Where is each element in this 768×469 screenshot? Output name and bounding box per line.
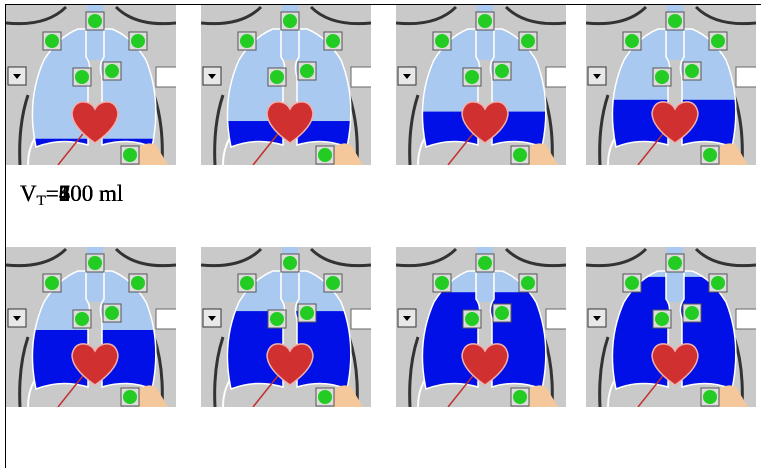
electrode <box>105 306 119 320</box>
electrode <box>625 276 639 290</box>
electrode <box>685 306 699 320</box>
electrode <box>495 64 509 78</box>
electrode <box>88 14 102 28</box>
text-box <box>351 309 371 329</box>
electrode <box>300 64 314 78</box>
electrode <box>75 70 89 84</box>
electrode <box>513 390 527 404</box>
lung-illustration <box>586 5 756 165</box>
lung-illustration <box>6 5 176 165</box>
electrode <box>711 276 725 290</box>
table-cell: VT=600 ml <box>201 247 396 469</box>
electrode <box>131 276 145 290</box>
electrode <box>240 34 254 48</box>
text-box <box>546 67 566 87</box>
electrode <box>668 14 682 28</box>
electrode <box>318 390 332 404</box>
lung-illustration <box>6 247 176 407</box>
electrode <box>131 34 145 48</box>
electrode <box>625 34 639 48</box>
symbol: V <box>20 181 37 206</box>
text-box <box>351 67 371 87</box>
electrode <box>655 312 669 326</box>
electrode <box>478 14 492 28</box>
table-cell: VT=800 ml <box>586 247 762 469</box>
electrode <box>270 70 284 84</box>
electrode <box>105 64 119 78</box>
electrode <box>45 34 59 48</box>
table-cell: VT=500 ml <box>6 247 201 469</box>
value-text: =800 ml <box>46 181 124 206</box>
electrode <box>123 390 137 404</box>
volume-label: VT=800 ml <box>20 181 123 210</box>
electrode <box>703 148 717 162</box>
electrode <box>521 34 535 48</box>
lung-illustration <box>201 247 371 407</box>
electrode <box>703 390 717 404</box>
text-box <box>546 309 566 329</box>
lung-illustration <box>586 247 756 407</box>
text-box <box>736 309 756 329</box>
electrode <box>326 276 340 290</box>
electrode <box>685 64 699 78</box>
lung-illustration <box>396 5 566 165</box>
electrode <box>711 34 725 48</box>
electrode <box>123 148 137 162</box>
electrode <box>521 276 535 290</box>
electrode <box>513 148 527 162</box>
electrode <box>478 256 492 270</box>
subscript: T <box>37 193 46 209</box>
table-cell: VT=400 ml <box>586 5 762 247</box>
electrode <box>318 148 332 162</box>
table-cell: VT=200 ml <box>201 5 396 247</box>
electrode <box>465 70 479 84</box>
lung-illustration <box>396 247 566 407</box>
electrode <box>270 312 284 326</box>
electrode <box>75 312 89 326</box>
electrode <box>45 276 59 290</box>
table-cell: VT=700 ml <box>396 247 586 469</box>
text-box <box>156 67 176 87</box>
text-box <box>156 309 176 329</box>
electrode <box>240 276 254 290</box>
text-box <box>736 67 756 87</box>
lung-illustration <box>201 5 371 165</box>
table-cell: VT=300 ml <box>396 5 586 247</box>
electrode <box>283 256 297 270</box>
electrode <box>435 276 449 290</box>
table-cell: VT=100 ml <box>6 5 201 247</box>
electrode <box>326 34 340 48</box>
electrode <box>668 256 682 270</box>
electrode <box>435 34 449 48</box>
electrode <box>465 312 479 326</box>
electrode <box>495 306 509 320</box>
electrode <box>283 14 297 28</box>
electrode <box>655 70 669 84</box>
electrode <box>300 306 314 320</box>
electrode <box>88 256 102 270</box>
